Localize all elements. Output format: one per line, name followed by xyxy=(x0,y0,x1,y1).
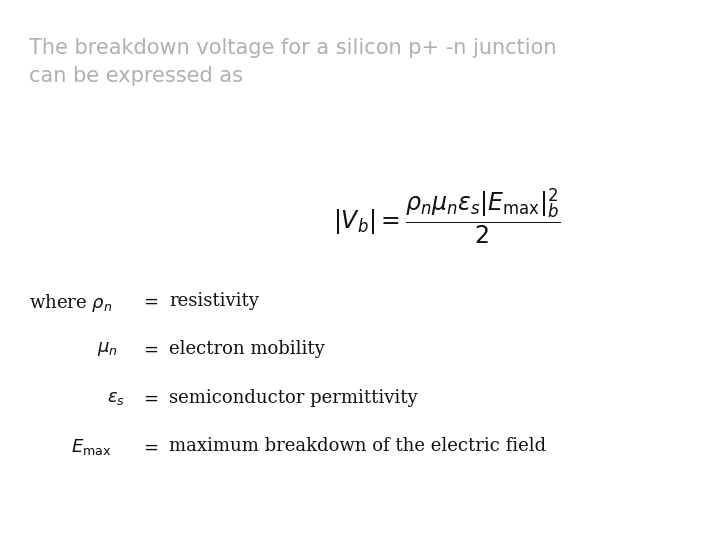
Text: $=$: $=$ xyxy=(140,340,159,358)
Text: $=$: $=$ xyxy=(140,437,159,455)
Text: The breakdown voltage for a silicon p+ -n junction
can be expressed as: The breakdown voltage for a silicon p+ -… xyxy=(29,38,557,86)
Text: where $\rho_n$: where $\rho_n$ xyxy=(29,292,112,314)
Text: $=$: $=$ xyxy=(140,292,159,309)
Text: semiconductor permittivity: semiconductor permittivity xyxy=(169,389,418,407)
Text: electron mobility: electron mobility xyxy=(169,340,325,358)
Text: $|V_b| = \dfrac{\rho_n \mu_n \epsilon_s |E_{\rm max}|_b^2}{2}$: $|V_b| = \dfrac{\rho_n \mu_n \epsilon_s … xyxy=(333,186,560,246)
Text: $\epsilon_s$: $\epsilon_s$ xyxy=(107,389,125,407)
Text: resistivity: resistivity xyxy=(169,292,259,309)
Text: $=$: $=$ xyxy=(140,389,159,407)
Text: $E_{\rm max}$: $E_{\rm max}$ xyxy=(71,437,111,457)
Text: $\mu_n$: $\mu_n$ xyxy=(97,340,118,358)
Text: maximum breakdown of the electric field: maximum breakdown of the electric field xyxy=(169,437,546,455)
